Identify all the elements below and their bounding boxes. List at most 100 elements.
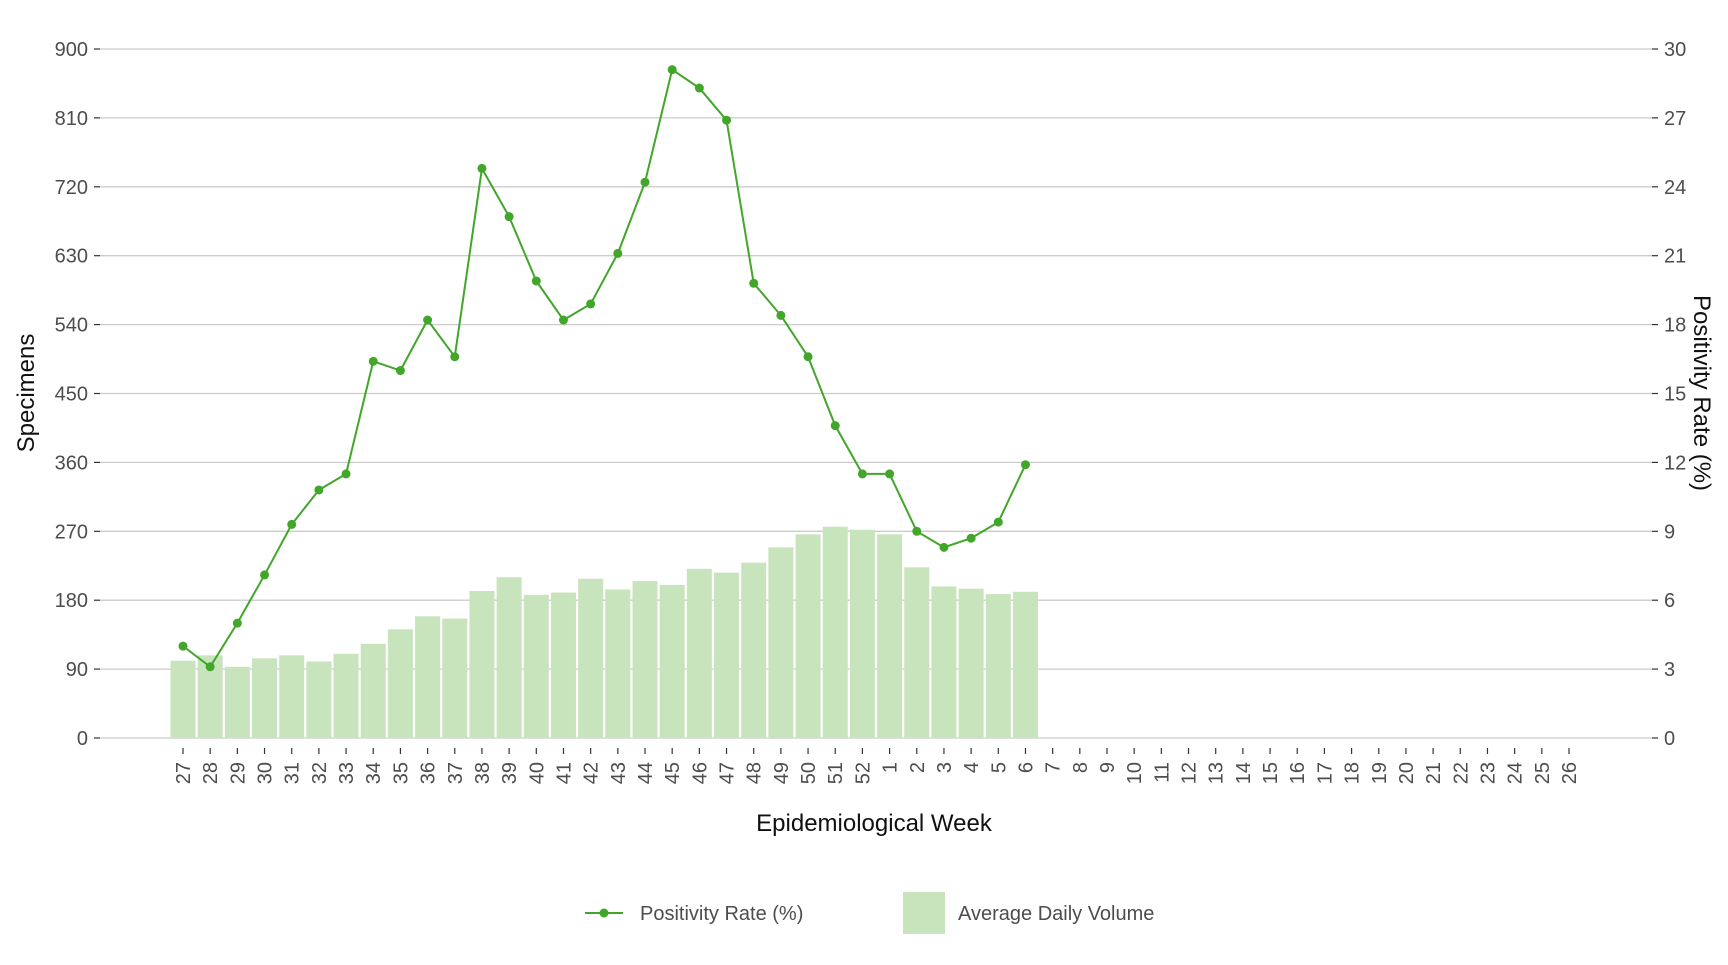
x-tick-label: 13	[1206, 762, 1228, 784]
y2-axis-title: Positivity Rate (%)	[1688, 295, 1715, 491]
y2-tick-label: 21	[1664, 246, 1686, 268]
bar	[333, 653, 359, 738]
x-tick-label: 49	[771, 762, 793, 784]
point	[232, 618, 242, 628]
x-tick-label: 21	[1423, 762, 1445, 784]
bar	[469, 591, 495, 738]
x-tick-label: 18	[1342, 762, 1364, 784]
bar	[714, 572, 740, 738]
point	[1020, 460, 1030, 470]
x-tick-label: 44	[635, 762, 657, 784]
x-tick-label: 35	[390, 762, 412, 784]
bar	[795, 534, 821, 738]
x-tick-label: 8	[1070, 762, 1092, 773]
point	[477, 163, 487, 173]
x-tick-label: 10	[1124, 762, 1146, 784]
point	[314, 485, 324, 495]
y2-tick-label: 30	[1664, 39, 1686, 61]
point	[368, 356, 378, 366]
x-tick-label: 38	[472, 762, 494, 784]
bar	[496, 577, 522, 738]
x-tick-label: 45	[662, 762, 684, 784]
x-tick-label: 42	[581, 762, 603, 784]
y-tick-label: 450	[55, 384, 88, 406]
y-tick-label: 630	[55, 246, 88, 268]
bar	[1012, 591, 1038, 738]
point	[450, 352, 460, 362]
point	[613, 248, 623, 258]
x-tick-label: 20	[1396, 762, 1418, 784]
x-tick-label: 43	[608, 762, 630, 784]
x-tick-label: 33	[336, 762, 358, 784]
point	[776, 310, 786, 320]
point	[640, 177, 650, 187]
x-tick-label: 41	[553, 762, 575, 784]
point	[966, 533, 976, 543]
y-tick-label: 90	[66, 659, 88, 681]
point	[749, 278, 759, 288]
bar	[849, 529, 875, 738]
x-tick-label: 28	[200, 762, 222, 784]
bar	[578, 578, 604, 738]
point	[531, 276, 541, 286]
line	[182, 68, 1027, 669]
y2-tick-label: 3	[1664, 659, 1675, 681]
bar	[768, 547, 794, 738]
x-tick-label: 29	[227, 762, 249, 784]
bar	[415, 616, 441, 738]
x-tick-label: 25	[1532, 762, 1554, 784]
x-tick-label: 24	[1505, 762, 1527, 784]
point	[395, 366, 405, 376]
point	[885, 469, 895, 479]
point	[694, 83, 704, 93]
point	[912, 526, 922, 536]
x-tick-label: 51	[825, 762, 847, 784]
x-tick-label: 15	[1260, 762, 1282, 784]
legend-label: Positivity Rate (%)	[640, 903, 803, 925]
bar	[686, 568, 712, 738]
point	[341, 469, 351, 479]
y-tick-label: 360	[55, 452, 88, 474]
legend-point	[599, 908, 609, 918]
bar	[224, 666, 250, 738]
bar	[550, 592, 576, 738]
bar	[958, 588, 984, 738]
x-tick-label: 16	[1287, 762, 1309, 784]
y2-tick-label: 12	[1664, 452, 1686, 474]
x-tick-label: 3	[934, 762, 956, 773]
x-tick-label: 32	[309, 762, 331, 784]
x-tick-label: 40	[526, 762, 548, 784]
x-tick-label: 48	[744, 762, 766, 784]
bar	[985, 594, 1011, 738]
bar	[279, 655, 305, 738]
x-tick-label: 34	[363, 762, 385, 784]
x-tick-label: 6	[1015, 762, 1037, 773]
point	[803, 352, 813, 362]
x-tick-label: 39	[499, 762, 521, 784]
x-tick-label: 37	[445, 762, 467, 784]
point	[667, 65, 677, 75]
x-tick-label: 17	[1314, 762, 1336, 784]
x-tick-label: 46	[689, 762, 711, 784]
x-tick-label: 47	[717, 762, 739, 784]
x-tick-label: 4	[961, 762, 983, 773]
x-tick-label: 14	[1233, 762, 1255, 784]
bar	[741, 562, 767, 738]
y-tick-label: 180	[55, 590, 88, 612]
bar	[306, 661, 332, 738]
y2-tick-label: 0	[1664, 728, 1675, 750]
legend-swatch	[903, 892, 945, 934]
x-tick-label: 52	[852, 762, 874, 784]
point	[586, 299, 596, 309]
legend-label: Average Daily Volume	[958, 903, 1154, 925]
point	[939, 542, 949, 552]
bar	[605, 589, 631, 738]
x-tick-label: 12	[1179, 762, 1201, 784]
y-tick-label: 540	[55, 315, 88, 337]
y-tick-label: 720	[55, 177, 88, 199]
x-tick-label: 11	[1151, 762, 1173, 783]
y2-tick-label: 24	[1664, 177, 1686, 199]
bar	[904, 567, 930, 738]
